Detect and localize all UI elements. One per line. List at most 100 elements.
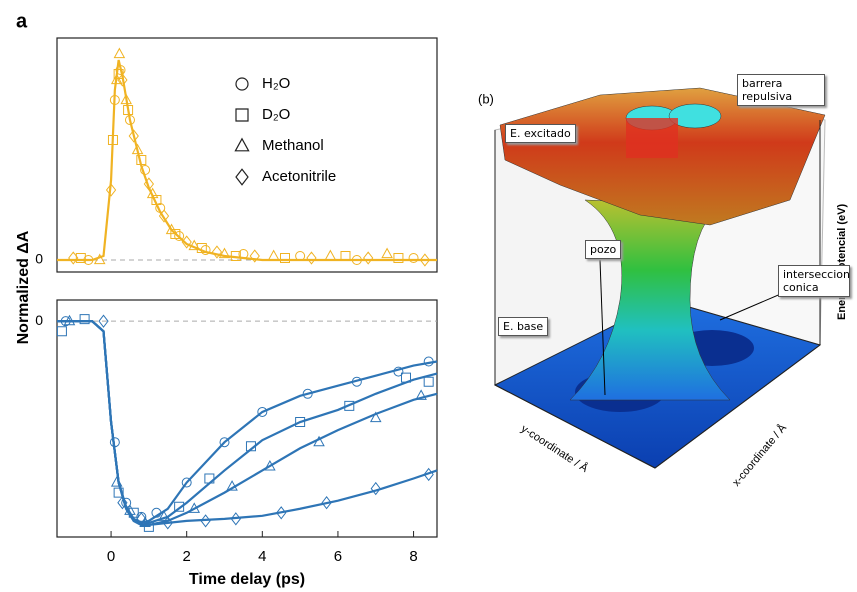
- marker: [151, 195, 162, 205]
- marker: [98, 314, 109, 328]
- pointer: [599, 259, 606, 396]
- x-axis-label: Time delay (ps): [189, 571, 305, 588]
- marker: [313, 435, 325, 447]
- plot-frame: [56, 37, 438, 273]
- legend-label: Methanol: [262, 137, 324, 154]
- marker: [245, 441, 256, 452]
- marker: [423, 376, 434, 387]
- marker: [93, 253, 106, 265]
- marker: [370, 481, 381, 496]
- marker: [139, 516, 151, 527]
- marker: [230, 512, 241, 526]
- marker: [393, 253, 404, 263]
- marker: [109, 95, 120, 105]
- x-tick-label: 8: [409, 548, 417, 565]
- y-axis-label: y-coordinate / Å: [519, 422, 591, 475]
- marker: [257, 406, 268, 417]
- annotation: barrera repulsiva: [737, 74, 825, 106]
- legend-marker: [235, 77, 249, 91]
- marker: [200, 245, 211, 255]
- marker: [115, 65, 126, 75]
- annotation: pozo: [585, 240, 622, 259]
- legend-marker: [234, 137, 250, 152]
- marker: [415, 389, 427, 400]
- marker: [158, 510, 170, 521]
- marker: [419, 253, 431, 267]
- marker: [113, 69, 124, 79]
- marker: [219, 437, 230, 448]
- marker: [146, 187, 159, 199]
- fit-line: [57, 59, 437, 262]
- marker: [249, 249, 260, 263]
- marker: [264, 459, 276, 471]
- marker: [107, 135, 118, 145]
- marker: [324, 249, 337, 261]
- marker: [56, 326, 67, 337]
- y-axis-label: Normalized ΔA: [15, 230, 32, 344]
- marker: [369, 411, 382, 423]
- marker: [218, 247, 231, 259]
- marker: [276, 506, 287, 520]
- marker: [230, 251, 241, 261]
- marker: [117, 496, 128, 510]
- marker: [170, 229, 181, 239]
- legend-marker: [235, 108, 249, 122]
- marker: [400, 372, 411, 383]
- marker: [174, 501, 185, 512]
- annotation: E. base: [498, 317, 549, 336]
- x-tick-label: 2: [183, 548, 191, 565]
- marker: [143, 521, 154, 532]
- panel-label: a: [16, 10, 28, 32]
- x-tick-label: 6: [334, 548, 342, 565]
- marker: [295, 251, 306, 261]
- marker: [226, 480, 238, 491]
- marker: [351, 376, 362, 387]
- marker: [124, 115, 135, 125]
- marker: [140, 165, 151, 175]
- marker: [344, 400, 355, 411]
- marker: [280, 253, 290, 263]
- marker: [200, 514, 211, 528]
- marker: [295, 417, 306, 428]
- marker: [123, 105, 134, 115]
- marker: [151, 507, 162, 518]
- marker: [351, 255, 362, 265]
- marker: [423, 467, 434, 482]
- marker: [128, 129, 139, 143]
- marker: [321, 496, 332, 510]
- marker: [423, 356, 434, 367]
- marker: [363, 251, 374, 265]
- marker: [381, 247, 393, 259]
- legend-label: H₂O: [262, 75, 290, 92]
- marker: [267, 249, 280, 261]
- marker: [158, 209, 170, 223]
- marker: [131, 143, 144, 155]
- marker: [120, 93, 132, 105]
- marker: [204, 473, 215, 484]
- marker: [340, 251, 351, 261]
- legend-label: Acetonitrile: [262, 168, 336, 185]
- legend-label: D₂O: [262, 106, 290, 123]
- marker: [181, 477, 192, 488]
- marker: [188, 239, 201, 251]
- marker: [302, 388, 313, 399]
- marker: [211, 245, 223, 259]
- marker: [162, 516, 173, 530]
- marker: [79, 314, 90, 325]
- y-tick-label: 0: [35, 312, 43, 328]
- marker: [117, 73, 128, 87]
- marker: [113, 47, 126, 59]
- z-axis-label: Energia Potencial (eV): [836, 204, 848, 320]
- marker: [136, 155, 147, 165]
- marker: [105, 183, 117, 197]
- annotation: E. excitado: [505, 124, 576, 143]
- x-tick-label: 0: [107, 548, 115, 565]
- marker: [408, 253, 419, 263]
- x-axis-label: x-coordinate / Å: [730, 421, 790, 489]
- fit-line: [57, 320, 438, 526]
- plot-frame: [56, 299, 438, 538]
- x-tick-label: 4: [258, 548, 266, 565]
- legend-marker: [235, 168, 249, 186]
- marker: [181, 235, 192, 249]
